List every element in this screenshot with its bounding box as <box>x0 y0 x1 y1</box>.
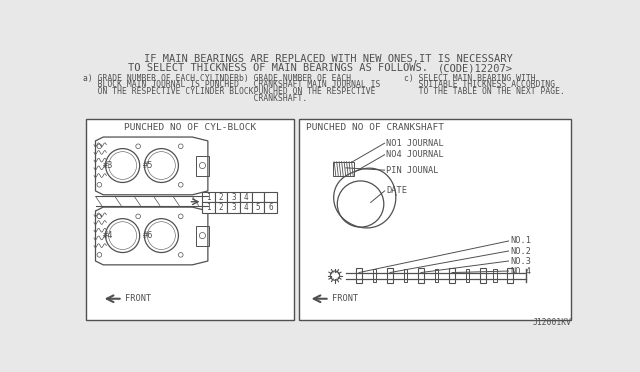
Text: 5: 5 <box>256 203 260 212</box>
Bar <box>202 202 215 213</box>
Text: TO THE TABLE ON THE NEXT PAGE.: TO THE TABLE ON THE NEXT PAGE. <box>404 87 565 96</box>
Text: NO4 JOURNAL: NO4 JOURNAL <box>386 150 444 159</box>
Bar <box>508 268 513 283</box>
Bar <box>387 268 393 283</box>
Bar <box>196 156 209 176</box>
Text: 6: 6 <box>268 203 273 212</box>
Bar <box>465 269 469 282</box>
Text: b) GRADE NUMBER OF EACH: b) GRADE NUMBER OF EACH <box>239 74 351 83</box>
Text: #3: #3 <box>104 161 114 170</box>
Text: FRONT: FRONT <box>332 294 358 303</box>
Text: 4: 4 <box>244 203 248 212</box>
Bar <box>239 192 252 202</box>
Bar <box>372 269 376 282</box>
Text: PIN JOUNAL: PIN JOUNAL <box>386 166 438 174</box>
Text: 1: 1 <box>206 193 211 202</box>
Text: 3: 3 <box>231 193 236 202</box>
Bar <box>419 268 424 283</box>
Bar <box>435 269 438 282</box>
Text: NO1 JOURNAL: NO1 JOURNAL <box>386 139 444 148</box>
Bar <box>86 119 294 320</box>
Text: SUITABLE THICKNESS ACCORDING: SUITABLE THICKNESS ACCORDING <box>404 80 555 89</box>
Text: 2: 2 <box>219 203 223 212</box>
Bar <box>227 202 239 213</box>
Text: 3: 3 <box>231 203 236 212</box>
Bar <box>480 268 486 283</box>
Text: 4: 4 <box>244 193 248 202</box>
Text: ON THE RESPECTIVE CYLINDER BLOCK: ON THE RESPECTIVE CYLINDER BLOCK <box>83 87 253 96</box>
Text: PUNCHED ON THE RESPECTIVE: PUNCHED ON THE RESPECTIVE <box>239 87 376 96</box>
Bar <box>227 192 239 202</box>
Bar <box>215 192 227 202</box>
Text: BLOCK MAIN JOURNAL IS PUNCHED: BLOCK MAIN JOURNAL IS PUNCHED <box>83 80 239 89</box>
Text: #5: #5 <box>143 161 154 170</box>
Text: #6: #6 <box>143 231 154 240</box>
Text: CRANKSHAFT MAIN JOURNAL IS: CRANKSHAFT MAIN JOURNAL IS <box>239 80 380 89</box>
Bar <box>356 268 362 283</box>
Text: NO.4: NO.4 <box>510 266 531 276</box>
Text: NO.2: NO.2 <box>510 247 531 256</box>
Bar <box>264 192 277 202</box>
Text: #4: #4 <box>104 231 114 240</box>
Text: 1: 1 <box>206 203 211 212</box>
Text: PUNCHED NO OF CRANKSHAFT: PUNCHED NO OF CRANKSHAFT <box>307 123 444 132</box>
Bar <box>239 202 252 213</box>
Bar <box>215 202 227 213</box>
Text: IF MAIN BEARINGS ARE REPLACED WITH NEW ONES,IT IS NECESSARY: IF MAIN BEARINGS ARE REPLACED WITH NEW O… <box>143 54 513 64</box>
Bar <box>449 268 454 283</box>
Bar <box>196 226 209 246</box>
Bar <box>333 162 355 176</box>
Text: (CODE)12207>: (CODE)12207> <box>438 63 513 73</box>
Text: CRANKSHAFT.: CRANKSHAFT. <box>239 93 307 103</box>
Bar <box>298 119 572 320</box>
Bar <box>252 202 264 213</box>
Text: a) GRADE NUMBER OF EACH CYLINDER: a) GRADE NUMBER OF EACH CYLINDER <box>83 74 239 83</box>
Text: TO SELECT THICKNESS OF MAIN BEARINGS AS FOLLOWS.: TO SELECT THICKNESS OF MAIN BEARINGS AS … <box>127 63 428 73</box>
Text: J12001KV: J12001KV <box>532 318 572 327</box>
Text: FRONT: FRONT <box>125 294 151 303</box>
Text: NO.1: NO.1 <box>510 237 531 246</box>
Bar <box>202 192 215 202</box>
Text: NO.3: NO.3 <box>510 257 531 266</box>
Text: c) SELECT MAIN BEARING WITH: c) SELECT MAIN BEARING WITH <box>404 74 536 83</box>
Bar <box>264 202 277 213</box>
Bar <box>404 269 408 282</box>
Text: 2: 2 <box>219 193 223 202</box>
Text: PUNCHED NO OF CYL-BLOCK: PUNCHED NO OF CYL-BLOCK <box>124 123 256 132</box>
Bar <box>493 269 497 282</box>
Text: DATE: DATE <box>386 186 407 195</box>
Bar <box>252 192 264 202</box>
